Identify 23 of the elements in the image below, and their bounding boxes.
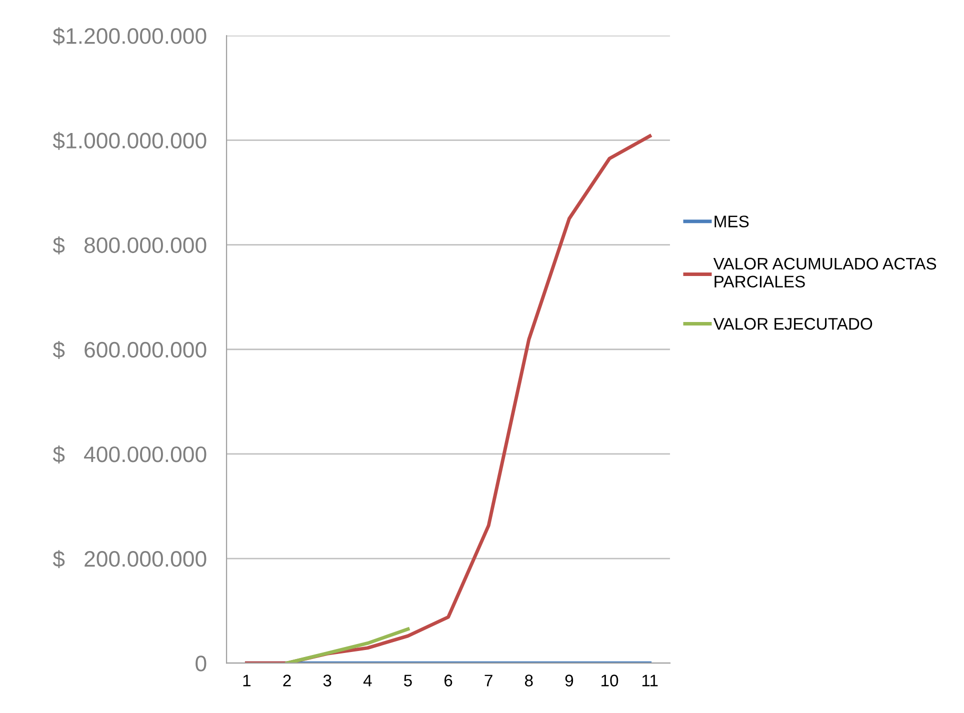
line-series <box>244 134 652 664</box>
y-tick-label: $ 200.000.000 <box>52 550 206 568</box>
x-tick-label: 5 <box>404 674 412 686</box>
legend-label: MES <box>714 216 749 228</box>
y-tick-label: $1.000.000.000 <box>52 132 206 150</box>
y-tick-label: $ 400.000.000 <box>52 446 206 464</box>
x-tick-label: 8 <box>524 674 533 686</box>
y-tick-label: $1.200.000.000 <box>52 27 206 46</box>
x-tick-label: 10 <box>602 674 618 686</box>
legend-label: VALOR EJECUTADO <box>713 318 872 330</box>
x-tick-label: 7 <box>484 674 492 686</box>
y-tick-label: $ 800.000.000 <box>52 236 206 254</box>
y-tick-label: $ 600.000.000 <box>52 340 206 359</box>
line-series <box>285 627 410 664</box>
x-tick-label: 6 <box>444 674 452 686</box>
x-tick-label: 4 <box>363 674 372 686</box>
x-tick-label: 1 <box>243 674 251 686</box>
x-tick-label: 11 <box>642 674 658 686</box>
x-tick-label: 3 <box>323 674 332 686</box>
y-tick-label: 0 <box>196 656 206 672</box>
x-tick-label: 9 <box>565 674 574 686</box>
x-tick-label: 2 <box>283 674 291 686</box>
legend-label: VALOR ACUMULADO ACTAS PARCIALES <box>713 258 936 288</box>
